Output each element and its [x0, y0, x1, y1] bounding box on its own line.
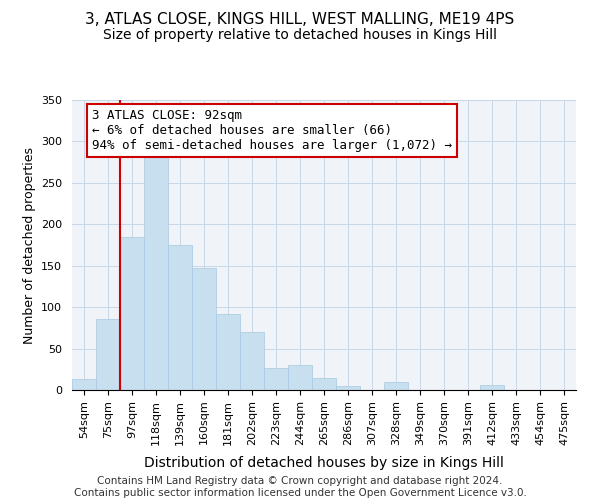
- Bar: [288, 365, 312, 390]
- Bar: [264, 368, 288, 390]
- Bar: [312, 378, 336, 390]
- Text: 3 ATLAS CLOSE: 92sqm
← 6% of detached houses are smaller (66)
94% of semi-detach: 3 ATLAS CLOSE: 92sqm ← 6% of detached ho…: [92, 108, 452, 152]
- Bar: [216, 314, 240, 390]
- Text: 3, ATLAS CLOSE, KINGS HILL, WEST MALLING, ME19 4PS: 3, ATLAS CLOSE, KINGS HILL, WEST MALLING…: [85, 12, 515, 28]
- Bar: [336, 386, 360, 390]
- Y-axis label: Number of detached properties: Number of detached properties: [23, 146, 35, 344]
- Bar: [144, 150, 168, 390]
- Bar: [72, 379, 96, 390]
- Bar: [120, 236, 144, 390]
- Text: Size of property relative to detached houses in Kings Hill: Size of property relative to detached ho…: [103, 28, 497, 42]
- Text: Contains HM Land Registry data © Crown copyright and database right 2024.
Contai: Contains HM Land Registry data © Crown c…: [74, 476, 526, 498]
- Bar: [480, 385, 504, 390]
- Bar: [96, 318, 120, 390]
- X-axis label: Distribution of detached houses by size in Kings Hill: Distribution of detached houses by size …: [144, 456, 504, 470]
- Bar: [168, 245, 192, 390]
- Bar: [192, 268, 216, 390]
- Bar: [384, 382, 408, 390]
- Bar: [240, 332, 264, 390]
